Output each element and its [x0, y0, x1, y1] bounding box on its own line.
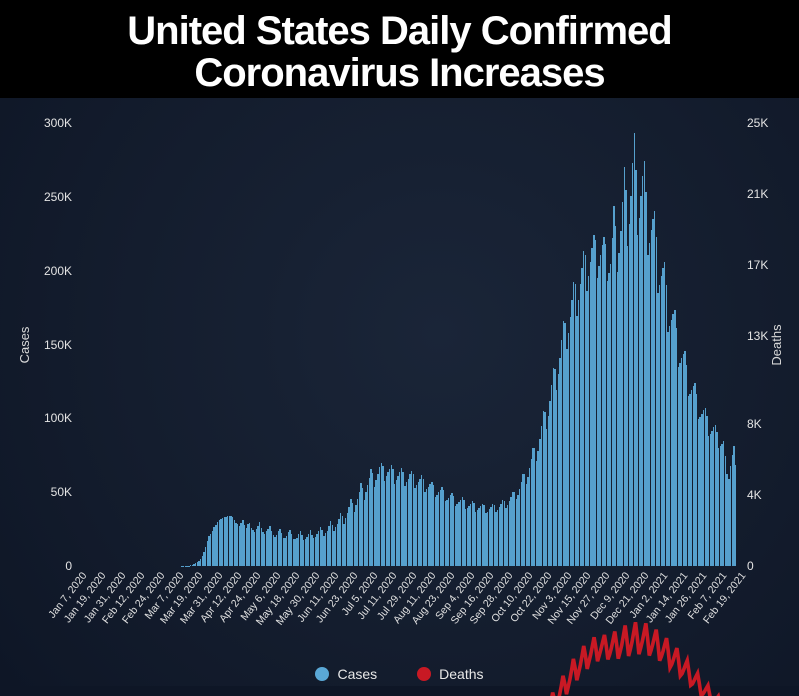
ytick-left: 250K [12, 190, 72, 204]
ytick-right: 21K [747, 187, 795, 201]
legend-label-deaths: Deaths [439, 666, 483, 682]
y-axis-right: Deaths 04K8K13K17K21K25K [739, 123, 799, 566]
ytick-left: 100K [12, 411, 72, 425]
ytick-right: 4K [747, 488, 795, 502]
legend: Cases Deaths [0, 666, 799, 682]
ytick-right: 17K [747, 258, 795, 272]
chart-title-block: United States Daily Confirmed Coronaviru… [0, 0, 799, 98]
ytick-right: 8K [747, 417, 795, 431]
title-line-2: Coronavirus Increases [20, 52, 779, 94]
legend-item-cases: Cases [315, 666, 377, 682]
swatch-deaths [417, 667, 431, 681]
bars-layer [80, 123, 739, 566]
ytick-right: 0 [747, 559, 795, 573]
ytick-right: 13K [747, 329, 795, 343]
ytick-left: 150K [12, 338, 72, 352]
legend-item-deaths: Deaths [417, 666, 483, 682]
title-line-1: United States Daily Confirmed [20, 10, 779, 52]
ytick-right: 25K [747, 116, 795, 130]
y-axis-left: Cases 050K100K150K200K250K300K [0, 123, 80, 566]
case-bar [735, 465, 736, 566]
chart-container: Cases 0 50K 100K 150K 200K 250K 300K Deaths 0 4… [0, 98, 799, 686]
ytick-left: 0 [12, 559, 72, 573]
legend-label-cases: Cases [337, 666, 377, 682]
plot-area [80, 123, 739, 566]
ytick-left: 200K [12, 264, 72, 278]
swatch-cases [315, 667, 329, 681]
ytick-left: 50K [12, 485, 72, 499]
ytick-left: 300K [12, 116, 72, 130]
